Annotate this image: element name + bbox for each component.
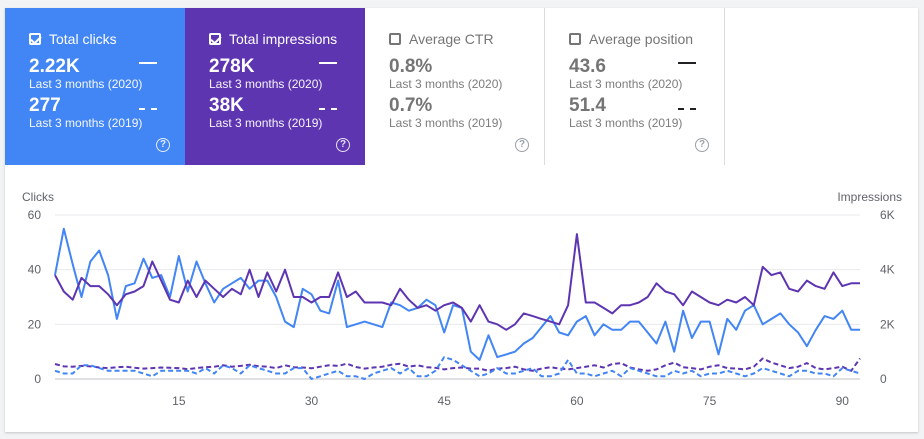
x-tick-label: 75 [703,394,717,408]
impressions-2019-line [54,357,861,372]
metric-cards: Total clicks 2.22K Last 3 months (2020) … [5,8,725,165]
previous-period: Last 3 months (2019) [389,116,503,130]
current-period: Last 3 months (2020) [389,77,503,91]
card-label: Average position [589,31,694,47]
current-value: 2.22K [29,56,80,77]
right-tick-label: 2K [880,317,895,331]
dashed-line-legend-icon [678,108,696,110]
x-tick-label: 15 [172,394,186,408]
current-value: 43.6 [569,56,606,77]
right-tick-label: 4K [880,263,895,277]
impressions-2020-line [54,233,860,331]
series-lines [54,227,861,380]
current-value: 0.8% [389,56,433,77]
left-axis-ticks: 0 20 40 60 [28,208,42,386]
previous-period: Last 3 months (2019) [569,116,683,130]
checkbox-unchecked-icon[interactable] [569,33,581,45]
right-axis-ticks: 0 2K 4K 6K [880,208,895,386]
checkbox-unchecked-icon[interactable] [389,33,401,45]
dashed-line-legend-icon [139,108,157,110]
average-position-card[interactable]: Average position 43.6 Last 3 months (202… [545,8,725,165]
left-tick-label: 20 [28,317,42,331]
help-icon[interactable]: ? [695,138,709,152]
current-value: 278K [209,56,255,77]
left-axis-title: Clicks [22,190,54,204]
total-impressions-card[interactable]: Total impressions 278K Last 3 months (20… [185,8,365,165]
help-icon[interactable]: ? [336,138,350,152]
current-period: Last 3 months (2020) [29,77,143,91]
x-tick-label: 30 [305,394,319,408]
x-axis-ticks: 15 30 45 60 75 90 [172,394,849,408]
solid-line-legend-icon [678,62,696,64]
average-ctr-card[interactable]: Average CTR 0.8% Last 3 months (2020) 0.… [365,8,545,165]
previous-value: 38K [209,95,244,116]
right-axis-title: Impressions [837,190,902,204]
solid-line-legend-icon [139,62,157,64]
card-label: Total clicks [49,31,117,47]
performance-panel: Total clicks 2.22K Last 3 months (2020) … [5,8,918,432]
clicks-2019-line [54,356,861,380]
right-tick-label: 0 [880,372,887,386]
card-label: Total impressions [229,31,338,47]
previous-period: Last 3 months (2019) [29,116,143,130]
previous-value: 277 [29,95,61,116]
left-tick-label: 40 [28,263,42,277]
solid-line-legend-icon [319,62,337,64]
performance-chart[interactable]: Clicks Impressions 0 20 40 60 0 2K 4K 6K 15 30 4… [5,8,918,432]
previous-value: 51.4 [569,95,606,116]
help-icon[interactable]: ? [515,138,529,152]
left-tick-label: 60 [28,208,42,222]
previous-value: 0.7% [389,95,433,116]
current-period: Last 3 months (2020) [569,77,683,91]
checkbox-checked-icon[interactable] [29,33,41,45]
previous-period: Last 3 months (2019) [209,116,323,130]
grid [55,214,860,380]
left-tick-label: 0 [34,372,41,386]
x-tick-label: 90 [836,394,850,408]
card-label: Average CTR [409,31,494,47]
clicks-2020-line [54,227,860,361]
x-tick-label: 45 [438,394,452,408]
dashed-line-legend-icon [319,108,337,110]
total-clicks-card[interactable]: Total clicks 2.22K Last 3 months (2020) … [5,8,185,165]
current-period: Last 3 months (2020) [209,77,323,91]
right-tick-label: 6K [880,208,895,222]
checkbox-checked-icon[interactable] [209,33,221,45]
x-tick-label: 60 [570,394,584,408]
help-icon[interactable]: ? [156,138,170,152]
